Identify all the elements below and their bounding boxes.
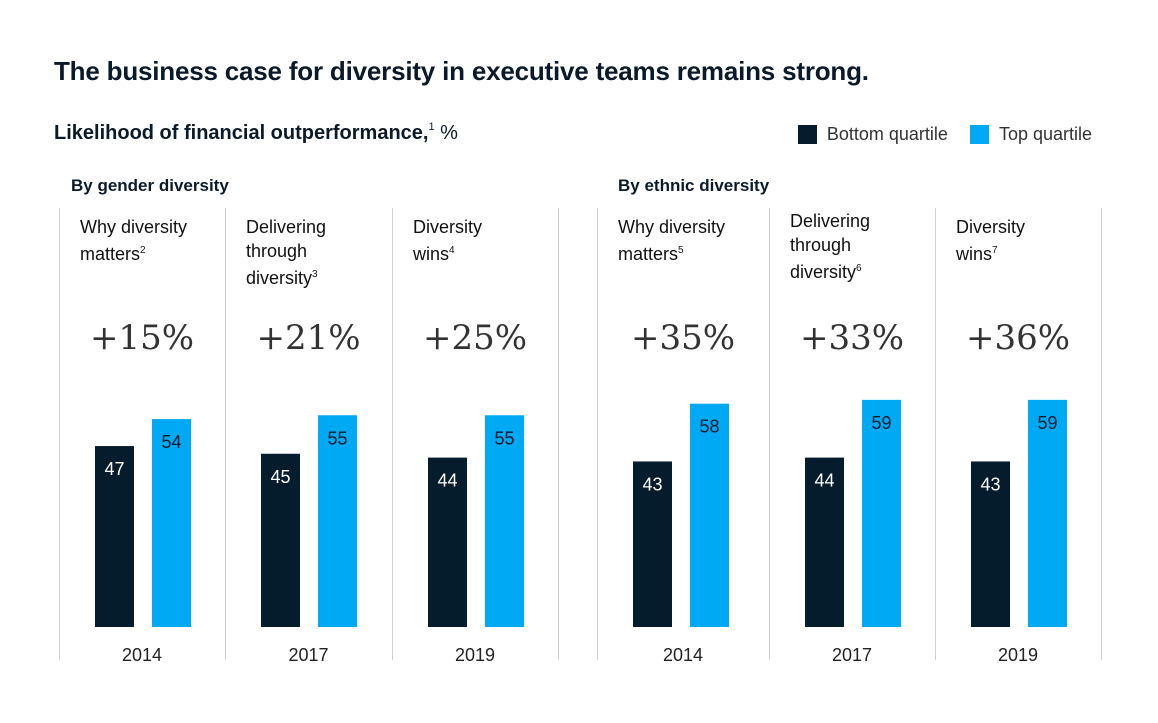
bar-top-2017-4 (862, 399, 901, 627)
panel-label-3: Why diversity matters5 (618, 215, 725, 266)
panel-label-5: Diversity wins7 (956, 215, 1025, 266)
bar-value-label-0-1: 54 (161, 432, 181, 452)
legend: Bottom quartile Top quartile (776, 124, 1092, 145)
bar-top-2019-2 (485, 415, 524, 627)
bar-value-label-4-1: 59 (871, 413, 891, 433)
bar-top-2014-3 (690, 403, 729, 627)
bar-value-label-2-0: 44 (437, 471, 457, 491)
panel-footnote: 4 (449, 245, 455, 256)
panel-label-line: Delivering (246, 217, 327, 237)
subtitle-unit: % (440, 122, 458, 144)
bar-value-label-5-1: 59 (1037, 413, 1057, 433)
panel-label-line: Why diversity (618, 217, 726, 237)
legend-item-top-quartile: Top quartile (969, 124, 1092, 145)
year-label-0: 2014 (122, 645, 162, 665)
panel-label-line: through (246, 241, 308, 261)
panel-label-line: Diversity (413, 217, 483, 237)
bar-bottom-2019-2 (428, 457, 467, 627)
subtitle-footnote: 1 (428, 121, 435, 133)
panel-footnote: 2 (140, 245, 146, 256)
bar-value-label-3-1: 58 (699, 417, 719, 437)
bar-bottom-2017-1 (261, 453, 300, 627)
panel-footnote: 3 (312, 269, 318, 280)
panel-label-4: Delivering through diversity6 (790, 209, 870, 284)
panel-difference-4: +33% (799, 318, 905, 358)
panel-difference-3: +35% (630, 318, 736, 358)
panel-label-line: wins (413, 244, 450, 264)
bar-top-2014-0 (152, 419, 191, 627)
bar-top-2017-1 (318, 415, 357, 627)
year-label-1: 2017 (288, 645, 328, 665)
panel-label-1: Delivering through diversity3 (246, 215, 326, 290)
chart-subtitle: Likelihood of financial outperformance,1… (54, 121, 458, 145)
year-label-2: 2019 (455, 645, 495, 665)
chart-title: The business case for diversity in execu… (54, 56, 869, 86)
panel-label-line: Diversity (956, 217, 1026, 237)
panel-difference-1: +21% (256, 318, 361, 358)
panel-label-line: wins (956, 244, 993, 264)
panel-label-line: diversity (790, 262, 857, 282)
bar-bottom-2017-4 (805, 457, 844, 627)
panel-difference-2: +25% (422, 318, 528, 358)
bar-bottom-2014-3 (633, 461, 672, 627)
bar-value-label-5-0: 43 (980, 474, 1000, 494)
panel-label-line: diversity (246, 268, 313, 288)
panel-label-line: Why diversity (80, 217, 188, 237)
bar-value-label-3-0: 43 (642, 474, 662, 494)
panel-footnote: 6 (856, 263, 862, 274)
year-label-5: 2019 (998, 645, 1038, 665)
legend-swatch-top (969, 125, 989, 144)
panel-label-line: Delivering (790, 211, 871, 231)
panel-footnote: 7 (992, 245, 998, 256)
panel-difference-0: +15% (89, 318, 195, 358)
subtitle-text: Likelihood of financial outperformance, (54, 122, 429, 144)
panel-label-line: matters (618, 244, 679, 264)
bar-value-label-1-1: 55 (327, 428, 347, 448)
panel-label-0: Why diversity matters2 (80, 215, 187, 266)
bar-top-2019-5 (1028, 399, 1067, 627)
legend-label-top: Top quartile (998, 124, 1092, 144)
bar-bottom-2014-0 (95, 446, 134, 627)
bar-value-label-2-1: 55 (494, 428, 514, 448)
panel-label-line: matters (80, 244, 141, 264)
bar-value-label-1-0: 45 (270, 467, 290, 487)
panel-difference-5: +36% (965, 318, 1071, 358)
legend-label-bottom: Bottom quartile (826, 124, 948, 144)
group-title-gender: By gender diversity (71, 176, 229, 195)
group-title-ethnic: By ethnic diversity (618, 176, 770, 195)
bar-value-label-4-0: 44 (814, 471, 834, 491)
panel-label-2: Diversity wins4 (413, 215, 482, 266)
year-label-3: 2014 (663, 645, 703, 665)
legend-swatch-bottom (797, 125, 817, 144)
panel-label-line: through (790, 235, 852, 255)
legend-item-bottom-quartile: Bottom quartile (797, 124, 948, 145)
bar-value-label-0-0: 47 (104, 459, 124, 479)
bar-bottom-2019-5 (971, 461, 1010, 627)
year-label-4: 2017 (832, 645, 872, 665)
panel-footnote: 5 (678, 245, 684, 256)
